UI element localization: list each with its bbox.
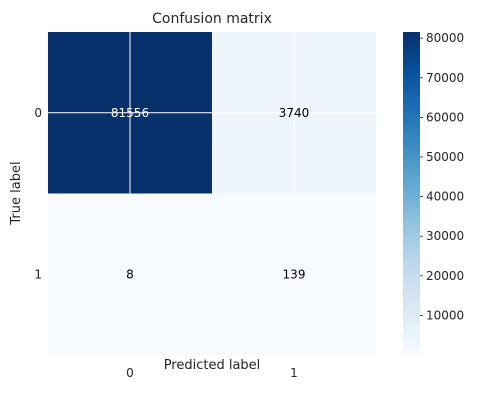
cell-label: 139 [283, 267, 306, 281]
x-tick-label: 0 [126, 366, 134, 380]
y-tick-labels: 01 [34, 106, 42, 282]
colorbar-tick-label: 50000 [426, 150, 464, 164]
colorbar-tick-label: 20000 [426, 269, 464, 283]
x-axis-label: Predicted label [164, 358, 261, 373]
y-tick-label: 0 [34, 106, 42, 120]
colorbar-tick-label: 30000 [426, 229, 464, 243]
colorbar-tick-label: 80000 [426, 31, 464, 45]
cell-labels: 81556 3740 8 139 [111, 106, 309, 282]
cell-label: 81556 [111, 106, 149, 120]
colorbar-tick-labels: 10000 20000 30000 40000 50000 60000 70000 80000 [420, 31, 464, 322]
y-tick-label: 1 [34, 267, 42, 281]
colorbar-tick-label: 60000 [426, 110, 464, 124]
x-tick-label: 1 [290, 366, 298, 380]
colorbar-tick-label: 10000 [426, 308, 464, 322]
grid-lines [48, 32, 376, 355]
colorbar [403, 32, 420, 355]
colorbar-tick-label: 70000 [426, 71, 464, 85]
colorbar-tick-label: 40000 [426, 190, 464, 204]
chart-title: Confusion matrix [152, 11, 272, 27]
cell-label: 8 [126, 267, 134, 281]
heatmap-cells [48, 32, 376, 355]
cell-label: 3740 [279, 106, 310, 120]
y-axis-label: True label [9, 161, 24, 225]
